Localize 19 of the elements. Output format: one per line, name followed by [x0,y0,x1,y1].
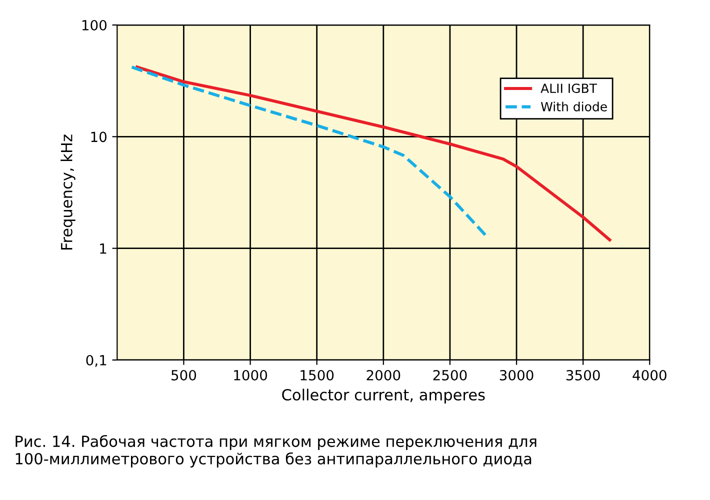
text: Рис. 14. Рабочая частота при мягком режиме переключения для 100-миллиметрового устройства без антипараллельного диода [16,435,536,468]
x-tick-label: 1500 [300,370,334,380]
legend-label: ALII IGBT [540,84,598,94]
x-tick-label: 4000 [632,370,666,380]
y-tick-label: 100 [82,20,107,30]
line-series [136,66,612,242]
y-axis-title: Frequency, kHz [60,134,76,250]
x-tick-label: 3000 [500,370,534,380]
x-tick-label: 1000 [234,370,268,380]
x-tick-label: 3500 [566,370,600,380]
y-tick-label: 1 [100,243,106,254]
y-tick-label: 10 [91,132,107,142]
line-series [130,66,488,238]
y-tick-label: 0,1 [86,354,106,367]
x-tick-label: 2000 [366,370,400,380]
x-tick-label: 500 [172,370,196,380]
legend-label: With diode [540,102,607,112]
x-tick-label: 2500 [433,370,467,380]
x-axis-title: Collector current, amperes [282,388,485,404]
